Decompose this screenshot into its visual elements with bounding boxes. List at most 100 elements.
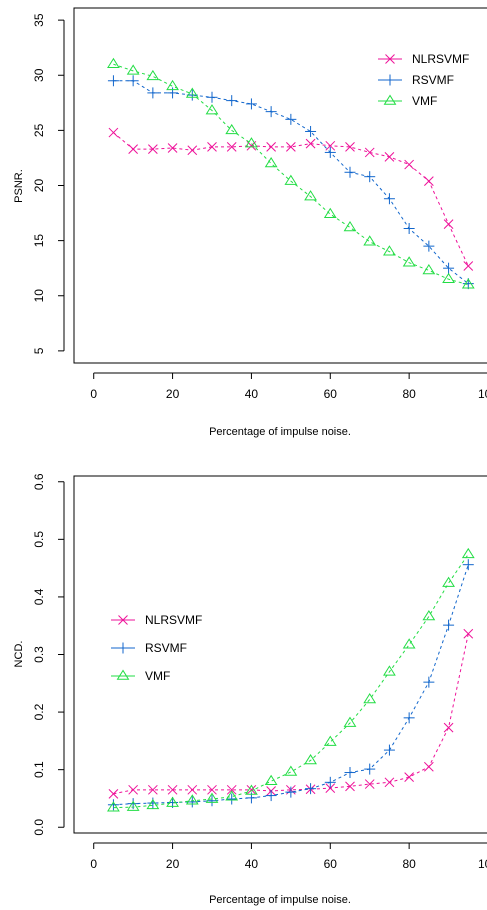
psnr-x-tick-label: 20 <box>166 387 180 401</box>
psnr-point-rsvmf <box>206 91 218 103</box>
ncd-point-rsvmf <box>285 786 297 798</box>
ncd-point-nlrsvmf <box>463 628 474 639</box>
psnr-point-vmf <box>284 174 298 185</box>
ncd-y-tick-label: 0.6 <box>32 473 46 490</box>
psnr-legend-marker <box>383 94 397 105</box>
ncd-y-axis: 0.0 0.1 0.2 0.3 0.4 0.5 0.6 <box>32 473 65 836</box>
psnr-point-nlrsvmf <box>364 147 375 158</box>
psnr-point-rsvmf <box>167 87 179 99</box>
psnr-point-nlrsvmf <box>187 145 198 156</box>
psnr-y-axis-title: PSNR. <box>13 169 25 203</box>
psnr-point-vmf <box>264 157 278 168</box>
ncd-point-vmf <box>343 716 357 727</box>
psnr-y-tick-label: 20 <box>32 179 46 193</box>
ncd-x-tick-label: 80 <box>402 857 416 871</box>
psnr-point-rsvmf <box>127 75 139 87</box>
ncd-point-vmf <box>422 610 436 621</box>
psnr-point-vmf <box>402 256 416 267</box>
psnr-point-nlrsvmf <box>108 127 119 138</box>
psnr-point-vmf <box>245 137 258 148</box>
ncd-point-vmf <box>323 735 337 746</box>
psnr-point-nlrsvmf <box>226 142 237 152</box>
ncd-point-vmf <box>383 665 396 676</box>
ncd-x-axis: 0 20 40 60 80 100 <box>90 842 487 871</box>
psnr-y-tick-label: 5 <box>32 347 46 354</box>
ncd-point-vmf <box>126 800 140 811</box>
ncd-legend-marker <box>116 669 130 680</box>
psnr-point-vmf <box>442 272 455 284</box>
ncd-point-nlrsvmf <box>384 777 395 788</box>
psnr-point-nlrsvmf <box>305 138 316 149</box>
ncd-legend-marker <box>118 615 128 625</box>
psnr-point-rsvmf <box>364 171 376 183</box>
ncd-x-tick-label: 60 <box>324 857 338 871</box>
psnr-x-tick-label: 100 <box>478 387 487 401</box>
psnr-point-nlrsvmf <box>384 151 395 162</box>
ncd-point-nlrsvmf <box>187 784 198 795</box>
psnr-point-rsvmf <box>403 222 415 234</box>
ncd-series-line-rsvmf <box>113 564 469 806</box>
ncd-point-vmf <box>442 576 455 587</box>
ncd-point-nlrsvmf <box>246 784 257 795</box>
ncd-point-vmf <box>264 774 278 785</box>
ncd-series-line-nlrsvmf <box>113 633 469 795</box>
psnr-point-nlrsvmf <box>148 144 158 154</box>
ncd-point-nlrsvmf <box>108 788 119 799</box>
psnr-point-rsvmf <box>265 106 277 118</box>
psnr-legend-marker <box>385 54 395 64</box>
psnr-point-vmf <box>343 220 357 232</box>
ncd-point-vmf <box>245 784 258 795</box>
psnr-y-tick-label: 30 <box>32 68 46 82</box>
psnr-legend-marker <box>384 74 396 86</box>
psnr-y-axis: 5 10 15 20 25 30 35 <box>32 13 65 354</box>
ncd-y-tick-label: 0.0 <box>32 819 46 836</box>
ncd-legend-label: NLRSVMF <box>145 613 202 627</box>
ncd-y-tick-label: 0.2 <box>32 703 46 720</box>
ncd-x-tick-label: 100 <box>478 857 487 871</box>
psnr-legend-label: RSVMF <box>412 73 454 87</box>
ncd-point-vmf <box>461 547 475 559</box>
psnr-point-rsvmf <box>107 75 119 87</box>
ncd-legend: NLRSVMF RSVMF VMF <box>111 613 202 683</box>
ncd-x-tick-label: 0 <box>90 857 97 871</box>
ncd-series <box>107 547 475 812</box>
ncd-point-vmf <box>225 790 239 801</box>
psnr-point-vmf <box>126 64 140 75</box>
psnr-point-nlrsvmf <box>266 142 276 152</box>
ncd-point-vmf <box>185 794 199 805</box>
psnr-point-rsvmf <box>245 98 257 110</box>
psnr-point-vmf <box>107 57 120 69</box>
psnr-point-rsvmf <box>285 113 297 125</box>
ncd-point-vmf <box>146 798 160 810</box>
ncd-y-tick-label: 0.4 <box>32 588 46 605</box>
psnr-x-axis: 0 20 40 60 80 100 <box>90 372 487 401</box>
ncd-legend-marker <box>117 642 129 654</box>
psnr-point-nlrsvmf <box>443 219 454 229</box>
psnr-x-tick-label: 80 <box>402 387 416 401</box>
psnr-point-rsvmf <box>443 262 455 274</box>
ncd-point-vmf <box>402 638 416 649</box>
ncd-point-nlrsvmf <box>345 781 355 792</box>
ncd-point-nlrsvmf <box>167 784 178 795</box>
ncd-plot-frame <box>73 475 487 834</box>
psnr-point-vmf <box>166 79 179 91</box>
psnr-point-rsvmf <box>147 87 159 99</box>
psnr-point-rsvmf <box>305 125 317 137</box>
ncd-point-nlrsvmf <box>148 784 158 795</box>
ncd-point-rsvmf <box>206 795 218 807</box>
psnr-point-rsvmf <box>226 95 238 107</box>
psnr-legend: NLRSVMF RSVMF VMF <box>378 52 469 108</box>
ncd-point-rsvmf <box>324 776 336 788</box>
psnr-x-tick-label: 0 <box>90 387 97 401</box>
psnr-point-rsvmf <box>383 193 395 205</box>
psnr-point-rsvmf <box>423 240 435 252</box>
psnr-y-tick-label: 15 <box>32 234 46 248</box>
psnr-series-line-rsvmf <box>113 80 469 285</box>
ncd-point-nlrsvmf <box>364 779 375 789</box>
psnr-legend-label: VMF <box>412 94 437 108</box>
ncd-x-tick-label: 20 <box>166 857 180 871</box>
psnr-x-tick-label: 60 <box>324 387 338 401</box>
ncd-chart: 0.00.10.20.30.40.50.6 020406080100 NCD. … <box>13 473 487 906</box>
psnr-point-nlrsvmf <box>424 176 434 186</box>
psnr-point-nlrsvmf <box>463 261 474 271</box>
